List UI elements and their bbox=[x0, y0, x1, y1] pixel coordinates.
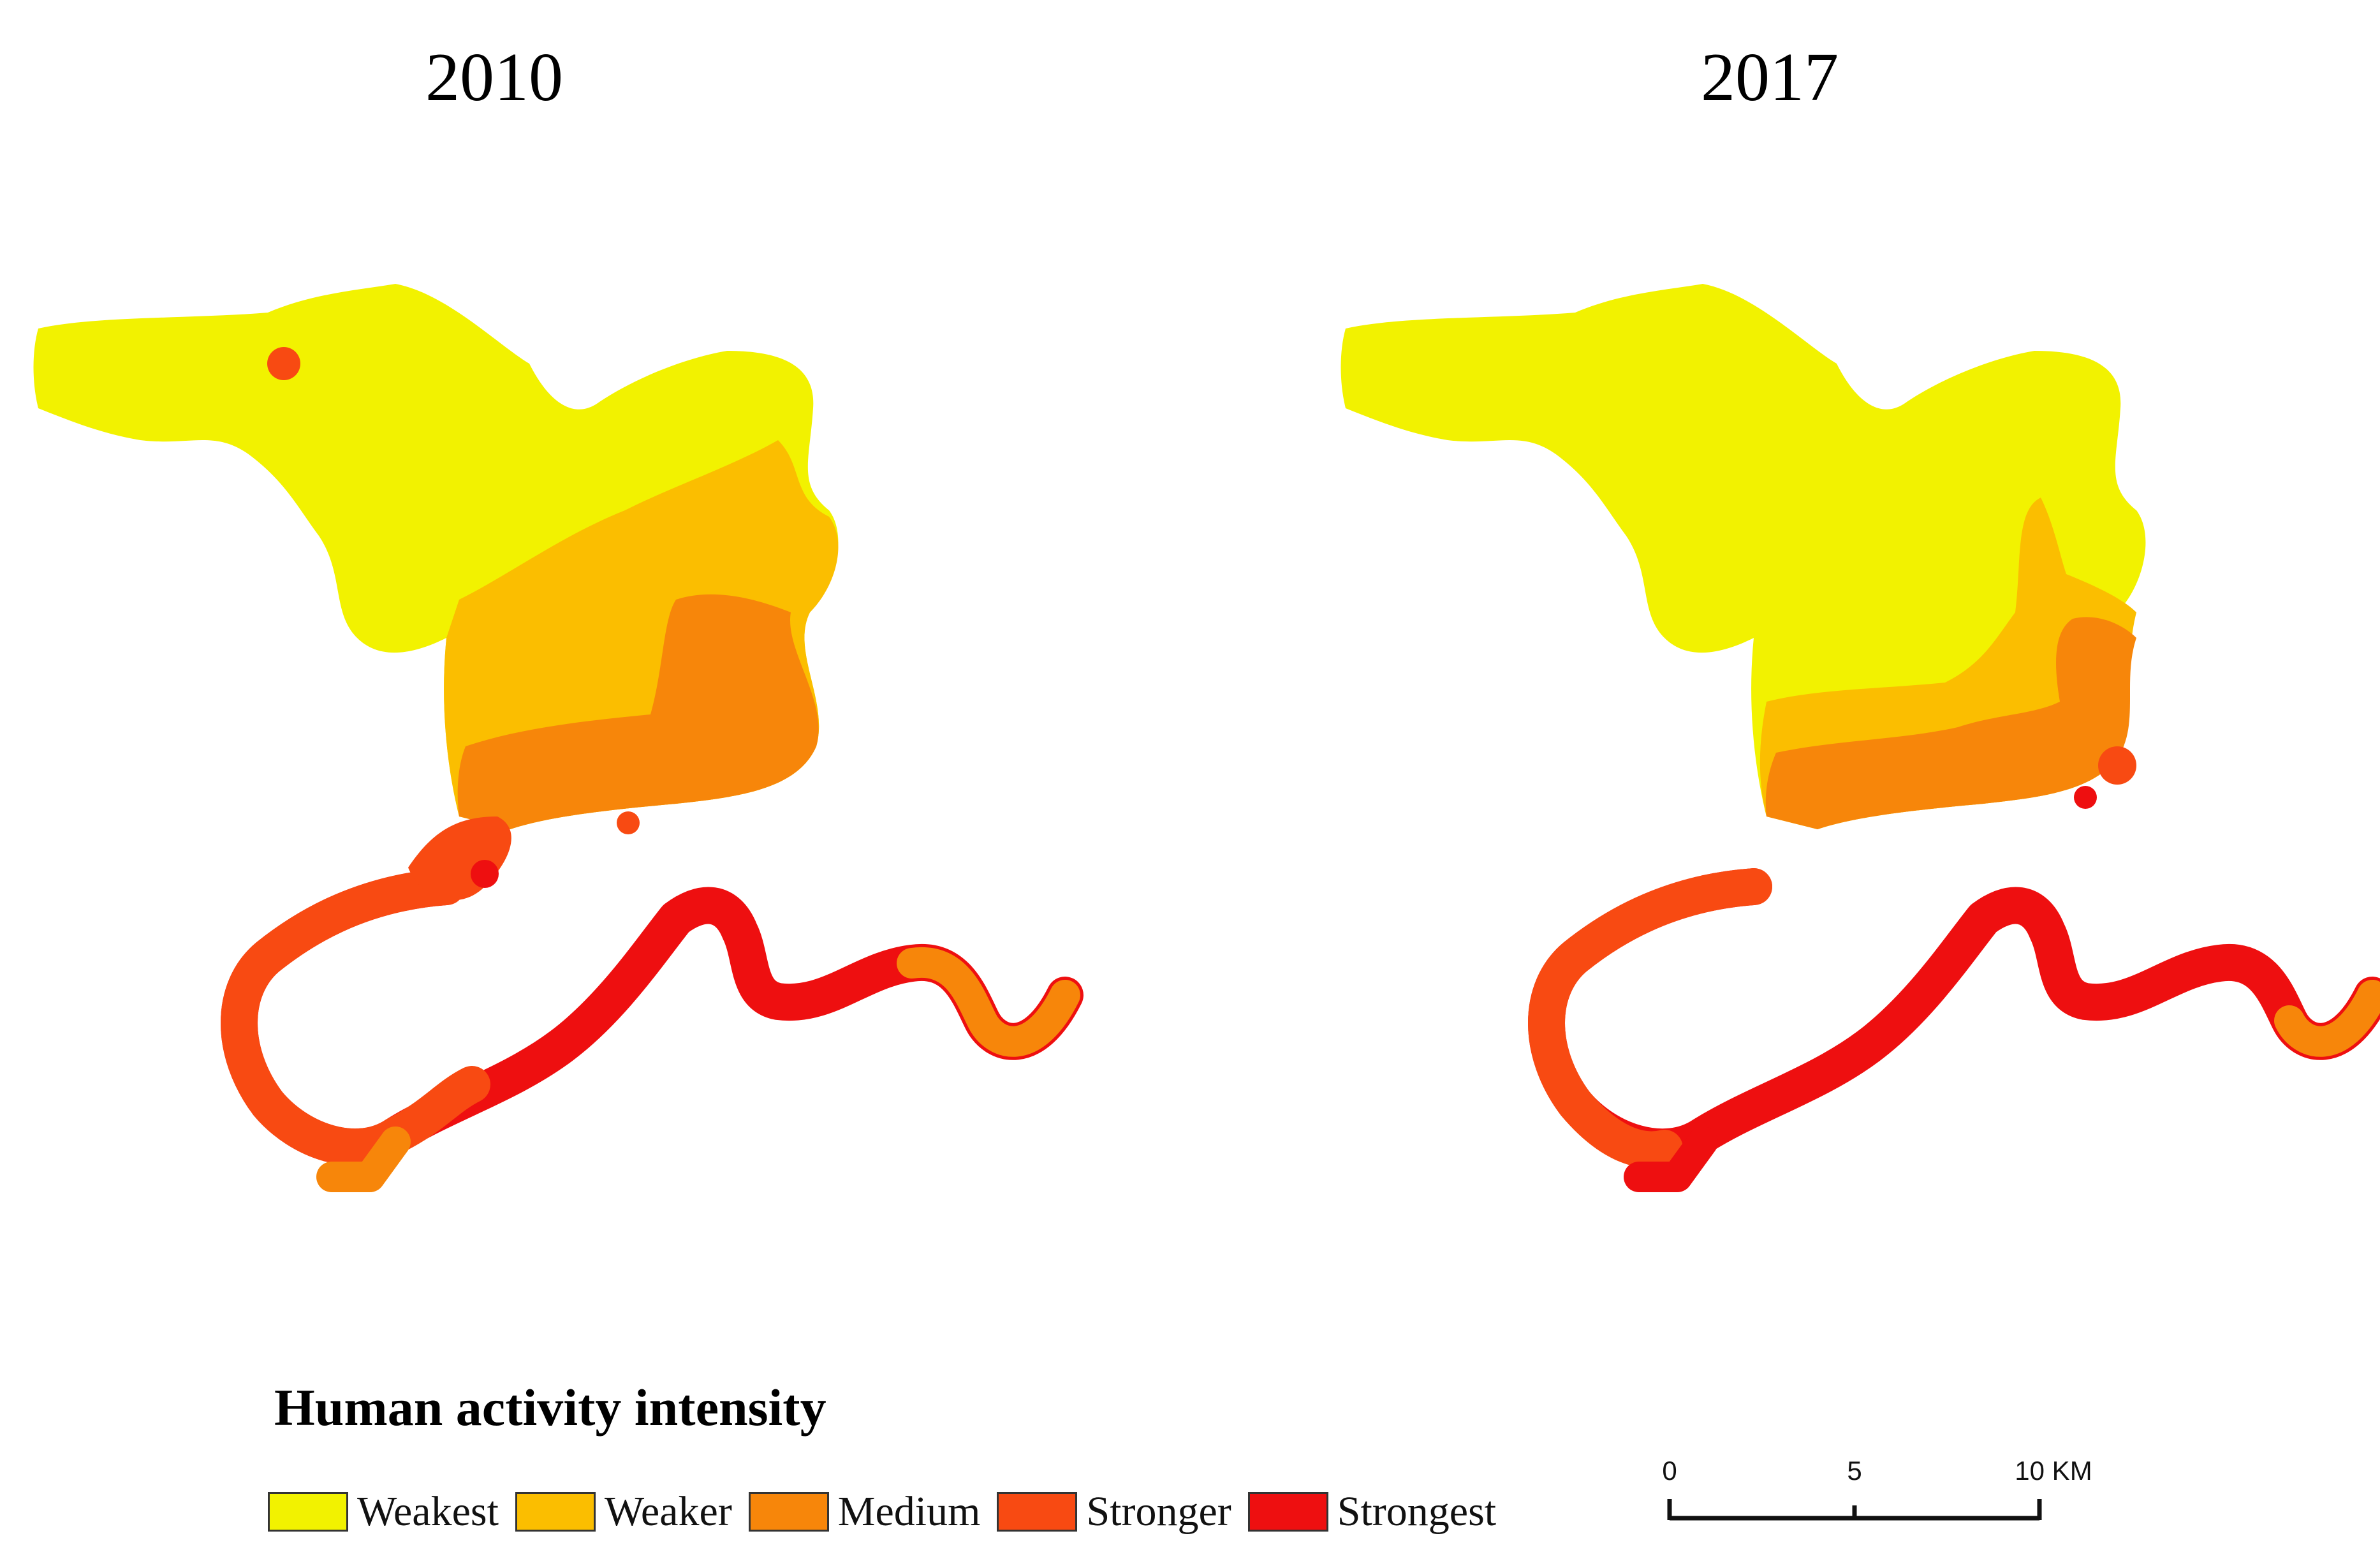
scale-tick-label-10: 10 KM bbox=[2015, 1456, 2092, 1486]
river-upper-reach-2017 bbox=[2274, 980, 2380, 1057]
legend-swatch bbox=[515, 1492, 596, 1532]
legend-label: Strongest bbox=[1337, 1488, 1497, 1535]
legend-swatch bbox=[997, 1492, 1078, 1532]
legend-label: Weaker bbox=[604, 1488, 732, 1535]
lake-outlet-stronger-2010 bbox=[408, 816, 511, 901]
river-upper-reach-2010 bbox=[897, 947, 1080, 1057]
map-2010 bbox=[33, 284, 1083, 1192]
legend-item-medium: Medium bbox=[748, 1488, 981, 1536]
legend-label: Stronger bbox=[1086, 1488, 1231, 1535]
river-channel-2017 bbox=[1528, 868, 2380, 1166]
hotspot-2010 bbox=[617, 811, 640, 834]
river-channel-2010 bbox=[221, 868, 1083, 1166]
scale-tick-label-5: 5 bbox=[1847, 1456, 1862, 1486]
map-title-2010: 2010 bbox=[425, 40, 563, 115]
legend-swatch bbox=[1247, 1492, 1328, 1532]
scale-tick-label-0: 0 bbox=[1662, 1456, 1677, 1486]
river-tail-2010 bbox=[316, 1127, 411, 1192]
hotspot-2010 bbox=[267, 347, 300, 380]
river-tail-2017 bbox=[1624, 1127, 1718, 1192]
legend-item-strongest: Strongest bbox=[1247, 1488, 1497, 1536]
map-2017 bbox=[1341, 284, 2380, 1192]
scale-bar: 0 5 10 KM bbox=[1662, 1456, 2092, 1521]
river-lower-reach-2010 bbox=[221, 868, 490, 1166]
legend-title: Human activity intensity bbox=[274, 1378, 826, 1437]
hotspot-2017 bbox=[2098, 746, 2136, 785]
hotspot-2010 bbox=[471, 860, 499, 888]
legend: Weakest Weaker Medium Stronger Strongest bbox=[268, 1480, 1513, 1544]
lake-zone-medium-2010 bbox=[457, 594, 819, 829]
lake-zone-medium-2017 bbox=[1765, 617, 2136, 829]
legend-label: Weakest bbox=[357, 1488, 499, 1535]
river-lower-reach-2017 bbox=[1528, 868, 1772, 1169]
legend-swatch bbox=[748, 1492, 829, 1532]
legend-item-weakest: Weakest bbox=[268, 1488, 499, 1536]
legend-item-stronger: Stronger bbox=[997, 1488, 1231, 1536]
legend-item-weaker: Weaker bbox=[515, 1488, 732, 1536]
legend-label: Medium bbox=[837, 1488, 981, 1535]
legend-swatch bbox=[268, 1492, 348, 1532]
intensity-zones-2010 bbox=[33, 284, 1083, 1192]
map-title-2017: 2017 bbox=[1701, 40, 1839, 115]
intensity-zones-2017 bbox=[1341, 284, 2380, 1192]
hotspot-2017 bbox=[2074, 786, 2097, 809]
